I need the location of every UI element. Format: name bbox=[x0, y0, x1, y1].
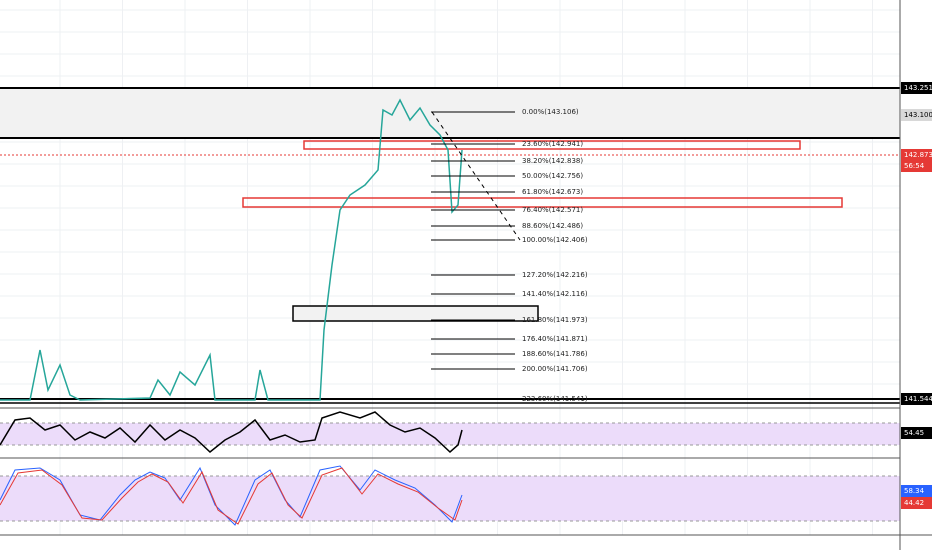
stoch-band bbox=[0, 476, 900, 521]
price-path bbox=[0, 98, 463, 401]
price-tag bbox=[901, 427, 932, 439]
price-tag bbox=[901, 485, 932, 497]
fib-label: 100.00%(142.406) bbox=[522, 236, 588, 244]
fib-label: 200.00%(141.706) bbox=[522, 365, 588, 373]
zone-box bbox=[242, 197, 843, 208]
price-tag-label: 58.34 bbox=[904, 487, 925, 495]
fib-label: 61.80%(142.673) bbox=[522, 188, 583, 196]
price-tag-label: 143.100 bbox=[904, 111, 932, 119]
price-tag-label: 54.45 bbox=[904, 429, 924, 437]
stoch-k bbox=[0, 465, 463, 526]
fib-label: 223.60%(141.541) bbox=[522, 395, 588, 403]
price-tag-label: 141.544 bbox=[904, 395, 932, 403]
fib-levels: 0.00%(143.106) 23.60%(142.941) 38.20%(142.… bbox=[431, 108, 588, 403]
price-tag bbox=[901, 497, 932, 509]
price-tag-label: 44.42 bbox=[904, 499, 924, 507]
fib-label: 141.40%(142.116) bbox=[522, 290, 588, 298]
price-tag bbox=[901, 149, 932, 161]
price-tag-label: 142.873 bbox=[904, 151, 932, 159]
price-tag-label: 143.251 bbox=[904, 84, 932, 92]
fib-label: 23.60%(142.941) bbox=[522, 140, 583, 148]
price-tag-label: 56:54 bbox=[904, 162, 925, 170]
price-tag bbox=[901, 109, 932, 121]
fib-label: 0.00%(143.106) bbox=[522, 108, 579, 116]
fib-label: 88.60%(142.486) bbox=[522, 222, 583, 230]
price-tag bbox=[901, 160, 932, 172]
zone-box bbox=[292, 305, 539, 322]
price-tag bbox=[901, 393, 932, 405]
zone-box bbox=[303, 140, 801, 150]
fib-label: 76.40%(142.571) bbox=[522, 206, 583, 214]
fib-label: 161.80%(141.973) bbox=[522, 316, 588, 324]
axis-labels: 143.251 143.100 142.873 56:54 141.544 54.45 58… bbox=[901, 82, 932, 509]
fib-label: 176.40%(141.871) bbox=[522, 335, 588, 343]
fib-label: 127.20%(142.216) bbox=[522, 271, 588, 279]
fib-label: 38.20%(142.838) bbox=[522, 157, 583, 165]
price-tag bbox=[901, 82, 932, 94]
rsi-line bbox=[0, 411, 463, 454]
zone-band bbox=[0, 88, 900, 138]
fib-label: 50.00%(142.756) bbox=[522, 172, 583, 180]
stoch-d bbox=[0, 467, 463, 525]
fib-label: 188.60%(141.786) bbox=[522, 350, 588, 358]
fib-trend-line bbox=[431, 111, 521, 241]
